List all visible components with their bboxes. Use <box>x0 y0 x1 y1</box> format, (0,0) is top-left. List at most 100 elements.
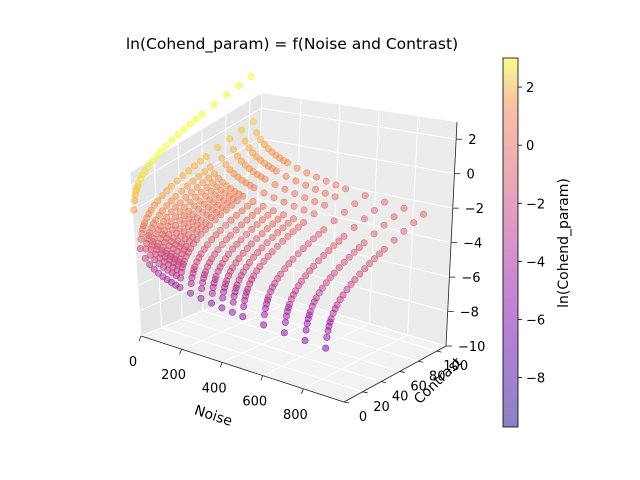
scatter-point <box>370 206 378 214</box>
grid-line <box>260 137 455 175</box>
y-tick-label: 100 <box>443 359 468 374</box>
grid-line <box>243 100 251 295</box>
y-tick-label-mark <box>381 381 387 384</box>
scatter-point <box>301 272 309 280</box>
scatter-point <box>355 244 363 252</box>
scatter-point <box>233 211 241 219</box>
scatter-point <box>350 248 358 256</box>
axes-lines <box>140 121 458 403</box>
scatter-point <box>238 207 246 215</box>
scatter-point <box>208 299 216 307</box>
grid-line <box>262 323 370 377</box>
scatter-point <box>177 274 185 282</box>
scatter-point <box>303 169 311 177</box>
colorbar-tick-label: −2 <box>526 197 545 212</box>
grid-line <box>303 334 408 390</box>
scatter-point <box>164 222 172 230</box>
scatter-point <box>310 210 318 218</box>
scatter-point <box>321 201 329 209</box>
scatter-point <box>326 274 334 282</box>
scatter-point <box>279 224 287 232</box>
scatter-point <box>230 146 238 154</box>
scatter-point <box>281 318 289 326</box>
scatter-point <box>332 181 340 189</box>
scatter-point <box>400 204 408 212</box>
scatter-point <box>294 223 302 231</box>
scatter-point <box>240 302 248 310</box>
scatter-point <box>222 206 230 214</box>
scatter-point <box>202 226 210 234</box>
scatter-point <box>350 224 358 232</box>
scatter-point <box>179 172 187 180</box>
scatter-point <box>261 175 269 183</box>
scatter-point <box>380 221 388 229</box>
x-tick-label: 800 <box>283 408 308 423</box>
scatter-point <box>233 240 241 248</box>
scatter-point <box>320 252 328 260</box>
scatter-point <box>259 202 267 210</box>
scatter-point <box>244 202 252 210</box>
scatter-point <box>229 298 237 306</box>
grid-line <box>243 293 437 352</box>
scatter-point <box>360 215 368 223</box>
scatter-point <box>325 247 333 255</box>
scatter-point <box>301 336 309 344</box>
scatter-point <box>163 202 171 210</box>
scatter-point <box>347 280 355 288</box>
scatter-point <box>187 279 195 287</box>
scatter-point <box>228 308 236 316</box>
scatter-point <box>186 198 194 206</box>
scatter-point <box>302 326 310 334</box>
chart-title: ln(Cohend_param) = f(Noise and Contrast) <box>126 35 458 54</box>
scatter-point <box>289 255 297 263</box>
scatter-point <box>206 163 214 171</box>
scatter-point <box>250 253 258 261</box>
scatter-point <box>176 283 184 291</box>
scatter-point <box>342 185 350 193</box>
scatter-point <box>366 260 374 268</box>
grid-line <box>130 107 262 186</box>
z-tick-label: 0 <box>467 168 475 183</box>
scatter-point <box>291 190 299 198</box>
scatter-point <box>211 216 219 224</box>
scatter-point <box>239 313 247 321</box>
scatter-point <box>284 219 292 227</box>
scatter-point <box>167 208 175 216</box>
scatter-point <box>182 193 190 201</box>
scatter-point <box>195 172 203 180</box>
scatter-point <box>218 304 226 312</box>
scatter-point <box>208 289 216 297</box>
scatter-point <box>130 206 138 214</box>
scatter-point <box>214 144 222 152</box>
scatter-point <box>272 167 280 175</box>
scatter-point <box>269 207 277 215</box>
scatter-point <box>131 197 139 205</box>
z-tick-label: 2 <box>468 133 476 148</box>
scatter-point <box>253 129 261 137</box>
scatter-point <box>292 177 300 185</box>
grid-line <box>223 302 419 362</box>
scatter-point <box>340 232 348 240</box>
scatter-point <box>208 236 216 244</box>
scatter-point <box>233 197 241 205</box>
y-tick-label: 60 <box>410 380 427 395</box>
scatter-point <box>309 235 317 243</box>
scatter-point <box>227 216 235 224</box>
scatter-point <box>322 177 330 185</box>
scatter-point <box>187 289 195 297</box>
x-tick-label-mark <box>301 388 304 394</box>
scatter-point <box>253 235 261 243</box>
scatter-point <box>273 242 281 250</box>
grid-line <box>161 327 363 393</box>
scatter-point <box>249 118 257 126</box>
scatter-point <box>322 344 330 352</box>
scatter-point <box>410 219 418 227</box>
scatter-point <box>226 135 234 143</box>
scatter-point <box>281 185 289 193</box>
scatter-point <box>335 263 343 271</box>
scatter-point <box>269 220 277 228</box>
grid-line <box>202 310 400 372</box>
scatter-point <box>209 283 217 291</box>
scatter-point <box>248 225 256 233</box>
